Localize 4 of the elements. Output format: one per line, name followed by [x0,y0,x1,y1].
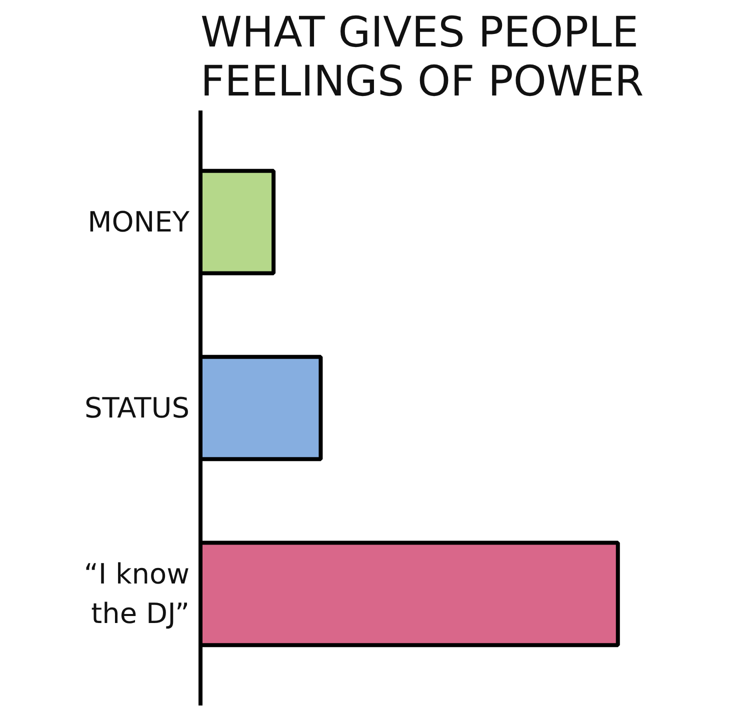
y-tick-label: “I know the DJ” [84,558,190,630]
chart-title: WHAT GIVES PEOPLE FEELINGS OF POWER [200,8,644,106]
y-tick-label: MONEY [88,206,190,239]
y-tick-label: STATUS [84,392,190,424]
